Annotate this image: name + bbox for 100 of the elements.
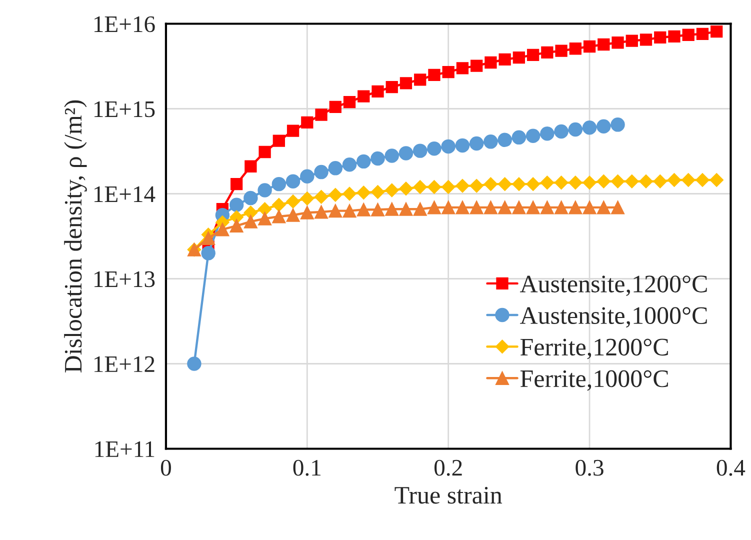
x-tick-label: 0.1 (293, 460, 320, 476)
point (372, 85, 384, 98)
point (300, 169, 314, 184)
point (540, 200, 554, 214)
point (258, 212, 272, 226)
point (216, 222, 230, 236)
point (370, 185, 385, 199)
point (314, 190, 328, 204)
point (386, 80, 398, 94)
legend-label: Ferrite,1200°C (520, 338, 668, 360)
point (682, 28, 694, 41)
point (342, 158, 357, 172)
point (484, 134, 498, 149)
point (498, 53, 511, 66)
point (399, 202, 413, 216)
point (272, 198, 286, 212)
point (568, 122, 583, 137)
point (512, 177, 526, 191)
point (640, 34, 652, 46)
point (301, 116, 314, 129)
point (427, 141, 442, 156)
point (554, 176, 568, 190)
point (696, 28, 709, 40)
point (526, 177, 540, 191)
point (668, 30, 680, 42)
point (484, 177, 498, 191)
point (229, 198, 244, 212)
point (596, 200, 610, 214)
point (582, 120, 597, 135)
point (413, 180, 428, 194)
point (512, 130, 526, 145)
point (413, 202, 427, 216)
point (398, 146, 414, 160)
x-tick-label: 0 (160, 460, 171, 476)
point (442, 66, 454, 78)
point (555, 44, 568, 57)
point (554, 200, 568, 214)
y-tick-label: 1E+15 (94, 101, 155, 118)
point (442, 200, 456, 214)
y-tick-label: 1E+13 (94, 271, 155, 288)
point (286, 208, 300, 222)
point (370, 151, 385, 166)
point (427, 180, 442, 194)
point (244, 190, 258, 206)
point (626, 34, 638, 47)
point (639, 174, 653, 188)
point (624, 174, 639, 188)
point (343, 96, 356, 108)
point (441, 139, 456, 154)
point (484, 200, 498, 214)
point (272, 134, 285, 147)
point (498, 177, 512, 191)
legend-label: Austensite,1200°C (520, 276, 707, 296)
point (484, 56, 497, 69)
point (399, 182, 413, 196)
point (300, 192, 314, 206)
point (470, 178, 484, 193)
point (498, 200, 512, 214)
point (568, 176, 582, 190)
point (314, 164, 328, 180)
point (612, 36, 624, 49)
point (384, 183, 399, 198)
point (455, 138, 470, 153)
point (598, 38, 610, 51)
point (653, 174, 668, 188)
point (526, 48, 540, 61)
point (385, 202, 399, 216)
point (582, 176, 596, 190)
point (244, 206, 258, 220)
point (286, 174, 300, 188)
legend-label: Ferrite,1000°C (520, 370, 668, 391)
point (230, 219, 244, 233)
point (370, 202, 385, 216)
point (187, 356, 202, 371)
point (201, 246, 216, 260)
y-tick-label: 1E+12 (94, 356, 154, 372)
point (272, 210, 286, 224)
point (456, 178, 470, 193)
point (456, 62, 469, 74)
point (414, 74, 426, 86)
point (356, 186, 371, 200)
y-tick-label: 1E+11 (95, 441, 154, 457)
y-tick-label: 1E+16 (94, 16, 155, 32)
point (328, 188, 342, 202)
point (202, 231, 216, 245)
point (358, 90, 370, 102)
point (540, 176, 554, 190)
y-tick-label: 1E+14 (94, 186, 156, 202)
point (610, 118, 625, 132)
point (342, 186, 356, 201)
point (272, 176, 286, 192)
y-axis-title: Dislocation density, ρ (/m²) (64, 100, 87, 372)
point (356, 202, 370, 216)
point (526, 200, 540, 214)
point (611, 200, 625, 214)
point (512, 200, 526, 214)
point (286, 124, 300, 137)
point (314, 205, 328, 219)
point (258, 202, 272, 216)
point (470, 200, 484, 214)
